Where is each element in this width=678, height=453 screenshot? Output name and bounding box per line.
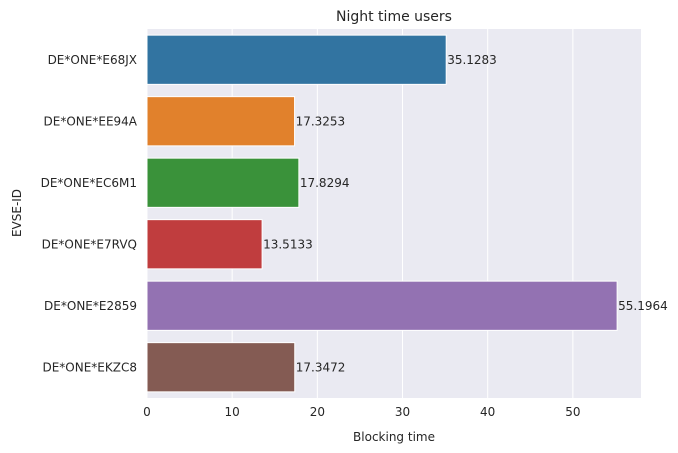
plot-background [147, 29, 641, 398]
bar-value-label: 17.8294 [300, 176, 350, 190]
y-tick-label: DE*ONE*E68JX [48, 53, 137, 67]
x-tick-labels: 0 10 20 30 40 50 [143, 405, 580, 419]
y-tick-label: DE*ONE*EKZC8 [42, 360, 137, 374]
bar-value-label: 17.3472 [296, 360, 346, 374]
bar-labels: 35.1283 17.3253 17.8294 13.5133 55.1964 17.34… [263, 53, 668, 375]
bar-value-label: 13.5133 [263, 237, 313, 251]
bar-de-one-ec6m1 [146, 157, 300, 208]
x-tick-label: 30 [395, 405, 410, 419]
grid-lines [146, 29, 574, 398]
x-tick-label: 10 [225, 405, 240, 419]
bar-value-label: 55.1964 [618, 299, 668, 313]
x-tick-label: 50 [565, 405, 580, 419]
bar-value-label: 17.3253 [296, 114, 346, 128]
bar-de-one-e68jx [146, 34, 447, 85]
bar-value-label: 35.1283 [447, 53, 497, 67]
y-tick-label: DE*ONE*EC6M1 [41, 176, 137, 190]
bar-de-one-ee94a [146, 96, 296, 147]
bar-de-one-e7rvq [146, 219, 263, 270]
y-tick-label: DE*ONE*E2859 [44, 299, 137, 313]
x-axis-label: Blocking time [353, 430, 435, 444]
y-tick-label: DE*ONE*EE94A [44, 114, 138, 128]
y-tick-label: DE*ONE*E7RVQ [42, 237, 137, 251]
bar-de-one-e2859 [146, 280, 618, 331]
chart-title: Night time users [336, 9, 452, 25]
bar-de-one-ekzc8 [146, 342, 296, 393]
y-axis-label: EVSE-ID [10, 189, 24, 237]
x-tick-label: 20 [310, 405, 325, 419]
x-tick-label: 40 [480, 405, 495, 419]
x-tick-label: 0 [143, 405, 151, 419]
y-tick-labels: DE*ONE*E68JX DE*ONE*EE94A DE*ONE*EC6M1 DE*O… [41, 53, 138, 375]
bars [146, 34, 618, 393]
